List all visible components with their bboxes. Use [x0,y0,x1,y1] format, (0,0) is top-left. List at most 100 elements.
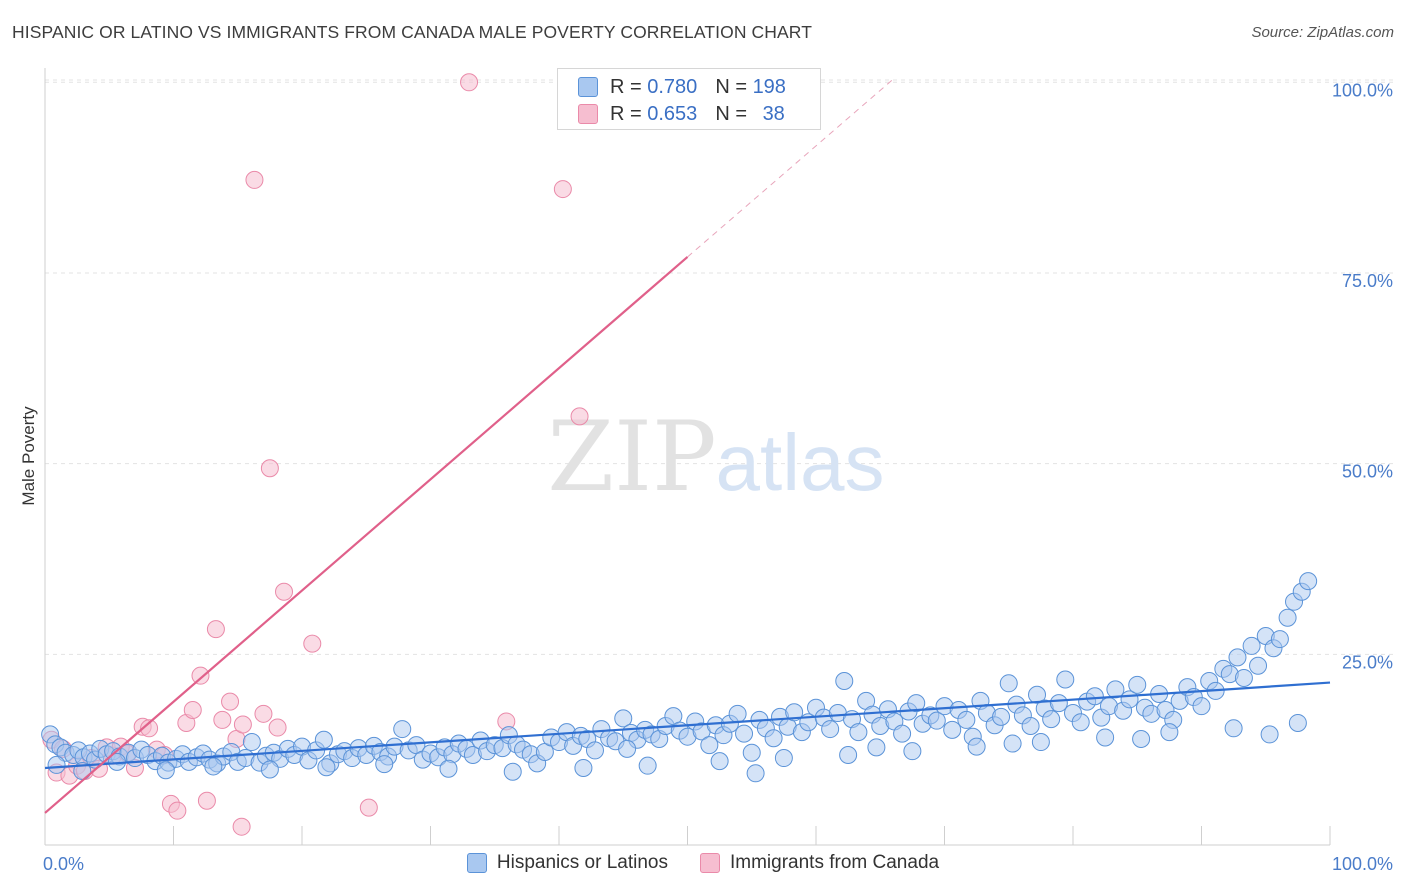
legend-label-hispanics: Hispanics or Latinos [496,852,668,873]
data-point-hispanic [1249,656,1268,675]
data-point-canada [254,704,273,723]
data-point-hispanic [1299,572,1318,591]
x-tick-label: 100.0% [1332,854,1393,874]
legend-swatch-blue [578,77,598,97]
data-point-hispanic [1071,713,1090,732]
data-point-canada [213,710,232,729]
data-point-hispanic [1049,694,1068,713]
legend-r-label: R = [610,102,648,125]
legend-item-canada: Immigrants from Canada [700,852,939,874]
legend-n-label: N = [715,75,753,98]
series-legend: Hispanics or Latinos Immigrants from Can… [0,852,1406,874]
data-point-hispanic [1228,648,1247,667]
data-point-hispanic [1278,608,1297,627]
data-point-hispanic [785,703,804,722]
data-point-hispanic [764,729,783,748]
legend-row-canada: R = 0.653 N = 38 [578,102,785,126]
data-point-hispanic [1132,729,1151,748]
data-point-hispanic [1042,710,1061,729]
legend-n-label: N = [715,102,753,125]
data-point-canada [553,180,572,199]
data-point-hispanic [903,742,922,761]
x-tick-label: 0.0% [43,854,84,874]
data-point-hispanic [774,749,793,768]
trend-lines [44,78,1331,814]
data-point-hispanic [393,720,412,739]
data-point-hispanic [260,760,279,779]
data-point-hispanic [1288,713,1307,732]
data-point-canada [359,798,378,817]
data-point-hispanic [204,757,223,776]
legend-r-label: R = [610,75,648,98]
data-point-canada [303,634,322,653]
y-tick-label: 50.0% [1342,462,1393,482]
data-point-hispanic [439,759,458,778]
data-point-hispanic [638,756,657,775]
trend-line-hispanics [44,681,1331,770]
data-point-hispanic [893,724,912,743]
data-point-canada [268,718,287,737]
data-point-hispanic [746,764,765,783]
data-point-canada [232,817,251,836]
y-tick-label: 25.0% [1342,652,1393,672]
data-point-hispanic [585,741,604,760]
legend-label-canada: Immigrants from Canada [730,852,940,873]
data-point-hispanic [927,711,946,730]
data-point-hispanic [821,720,840,739]
data-point-canada [460,73,479,92]
data-point-hispanic [700,736,719,755]
data-point-canada [140,719,159,738]
data-point-hispanic [1160,723,1179,742]
chart-title: HISPANIC OR LATINO VS IMMIGRANTS FROM CA… [12,22,812,42]
data-point-canada [168,801,187,820]
y-tick-label: 75.0% [1342,271,1393,291]
y-tick-label: 100.0% [1332,80,1393,100]
data-point-hispanic [317,758,336,777]
data-point-canada [221,692,240,711]
data-point-hispanic [957,710,976,729]
data-point-hispanic [1234,668,1253,687]
data-point-hispanic [943,720,962,739]
data-point-hispanic [907,694,926,713]
data-point-canada [245,170,264,189]
data-point-hispanic [1028,685,1047,704]
data-point-hispanic [618,739,637,758]
data-point-hispanic [1270,630,1289,649]
grid-lines [45,79,1395,655]
legend-swatch-pink [700,853,720,873]
series-hispanics-or-latinos [41,572,1318,783]
data-point-hispanic [375,755,394,774]
trend-extension-canada [687,78,894,258]
data-point-hispanic [999,674,1018,693]
data-point-hispanic [1224,719,1243,738]
data-point-hispanic [1192,697,1211,716]
data-point-hispanic [849,723,868,742]
data-point-hispanic [1056,670,1075,689]
data-point-hispanic [992,707,1011,726]
legend-r-value: 0.653 [647,102,698,125]
data-point-canada [197,791,216,810]
trend-line-canada [44,256,689,814]
watermark-atlas: atlas [716,418,885,507]
data-point-hispanic [47,755,66,774]
data-point-hispanic [867,738,886,757]
data-point-hispanic [1260,725,1279,744]
data-point-canada [233,715,252,734]
tick-labels: 25.0% 50.0% 75.0% 100.0% 0.0% 100.0% [43,80,1393,874]
legend-swatch-pink [578,104,598,124]
legend-item-hispanics: Hispanics or Latinos [466,852,668,874]
data-point-hispanic [242,733,261,752]
y-axis-label: Male Poverty [19,406,38,506]
data-point-hispanic [503,762,522,781]
data-point-hispanic [735,724,754,743]
data-point-canada [191,666,210,685]
data-point-hispanic [614,709,633,728]
axes [44,68,1331,846]
data-point-canada [260,459,279,478]
data-point-canada [570,407,589,426]
data-point-hispanic [1003,734,1022,753]
source-label: Source: ZipAtlas.com [1251,24,1394,41]
legend-swatch-blue [466,853,487,873]
data-point-hispanic [835,672,854,691]
